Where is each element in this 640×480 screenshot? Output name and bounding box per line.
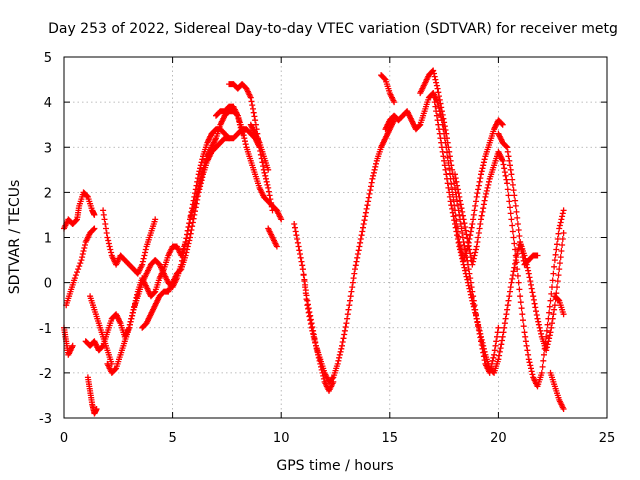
data-series-arc-23 bbox=[551, 293, 567, 318]
y-tick-label: -2 bbox=[39, 367, 52, 382]
y-axis-label: SDTVAR / TECUs bbox=[7, 180, 23, 295]
x-axis-label: GPS time / hours bbox=[276, 458, 393, 474]
plot-frame bbox=[63, 56, 608, 419]
data-series-layer bbox=[61, 67, 567, 417]
data-series-arc-13 bbox=[265, 225, 280, 250]
y-tick-label: -1 bbox=[39, 322, 52, 337]
x-tick-label: 5 bbox=[168, 431, 176, 446]
y-tick-label: 5 bbox=[44, 51, 52, 66]
data-series-arc-16 bbox=[378, 72, 398, 106]
y-tick-label: 0 bbox=[44, 277, 52, 292]
y-tick-label: 3 bbox=[44, 141, 52, 156]
y-tick-label: 2 bbox=[44, 186, 52, 201]
data-series-arc-03 bbox=[63, 225, 98, 309]
data-series-arc-12 bbox=[247, 121, 272, 173]
x-tick-label: 25 bbox=[599, 431, 616, 446]
chart-title: Day 253 of 2022, Sidereal Day-to-day VTE… bbox=[48, 21, 618, 37]
data-series-arc-11 bbox=[213, 103, 285, 223]
y-tick-label: -3 bbox=[39, 412, 52, 427]
data-series-arc-04 bbox=[84, 374, 100, 417]
x-tick-label: 0 bbox=[60, 431, 68, 446]
data-series-arc-15 bbox=[299, 117, 398, 385]
grid-lines bbox=[64, 57, 607, 418]
data-series-arc-07 bbox=[100, 207, 159, 277]
x-tick-label: 10 bbox=[273, 431, 290, 446]
data-series-arc-21 bbox=[495, 130, 541, 268]
y-tick-label: 1 bbox=[44, 232, 52, 247]
x-tick-label: 20 bbox=[490, 431, 507, 446]
data-series-arc-22 bbox=[547, 369, 567, 412]
data-series-arc-09 bbox=[139, 126, 263, 331]
data-series-arc-20 bbox=[452, 148, 567, 390]
x-tick-label: 15 bbox=[382, 431, 399, 446]
y-tick-label: 4 bbox=[44, 96, 52, 111]
